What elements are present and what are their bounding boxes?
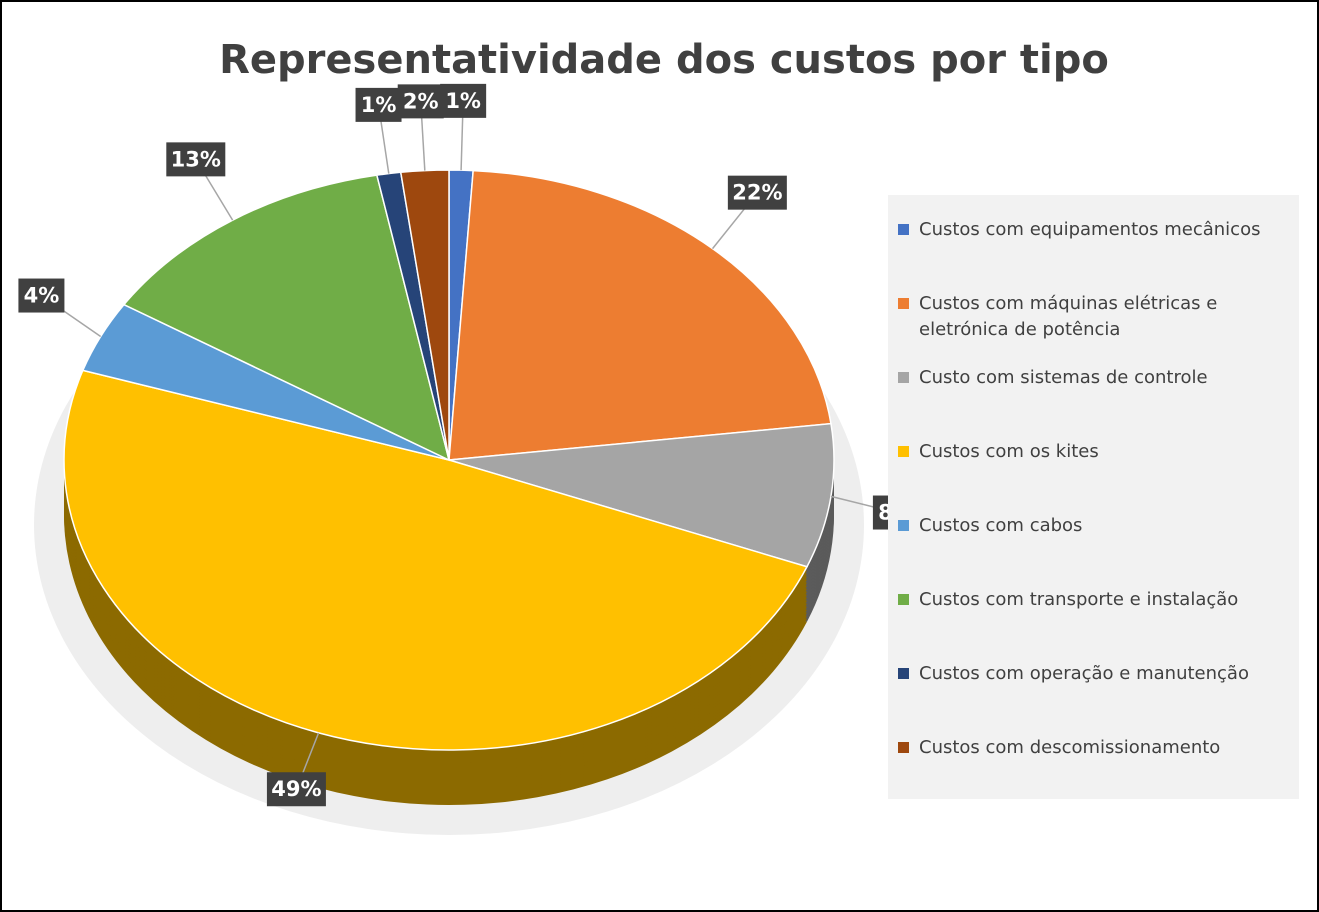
legend: Custos com equipamentos mecânicos Custos … xyxy=(888,195,1299,799)
legend-swatch xyxy=(898,520,909,531)
legend-label: Custos com descomissionamento xyxy=(919,737,1221,758)
legend-label: Custos com equipamentos mecânicos xyxy=(919,219,1261,240)
data-label: 2% xyxy=(403,89,439,113)
data-label: 4% xyxy=(24,284,60,308)
legend-item: Custos com equipamentos mecânicos xyxy=(898,217,1293,243)
data-label-box xyxy=(355,87,402,122)
legend-item: Custos com cabos xyxy=(898,513,1293,539)
slice xyxy=(448,169,832,461)
legend-swatch xyxy=(898,594,909,605)
data-label-box xyxy=(440,83,487,118)
data-label: 49% xyxy=(271,777,321,801)
legend-label: Custos com máquinas elétricas e eletróni… xyxy=(919,293,1218,340)
slice xyxy=(448,422,835,568)
legend-item: Custos com descomissionamento xyxy=(898,735,1293,761)
legend-swatch xyxy=(898,742,909,753)
legend-item: Custos com transporte e instalação xyxy=(898,587,1293,613)
data-label: 22% xyxy=(732,181,782,205)
legend-item: Custo com sistemas de controle xyxy=(898,365,1293,391)
legend-label: Custos com cabos xyxy=(919,515,1083,536)
legend-label: Custos com operação e manutenção xyxy=(919,663,1249,684)
data-label-box xyxy=(397,84,444,119)
legend-item: Custos com operação e manutenção xyxy=(898,661,1293,687)
chart-title: Representatividade dos custos por tipo xyxy=(219,37,1109,83)
legend-swatch xyxy=(898,668,909,679)
legend-swatch xyxy=(898,372,909,383)
legend-item: Custos com os kites xyxy=(898,439,1293,465)
slice xyxy=(63,369,809,751)
data-label-box xyxy=(166,142,226,177)
data-label-box xyxy=(18,278,65,313)
data-label: 1% xyxy=(361,93,397,117)
legend-swatch xyxy=(898,298,909,309)
data-label: 1% xyxy=(445,89,481,113)
legend-label: Custos com transporte e instalação xyxy=(919,589,1239,610)
data-label-box xyxy=(727,175,787,210)
legend-label: Custo com sistemas de controle xyxy=(919,367,1208,388)
legend-item: Custos com máquinas elétricas e eletróni… xyxy=(898,291,1293,343)
legend-label: Custos com os kites xyxy=(919,441,1099,462)
slice xyxy=(122,174,451,462)
data-label: 13% xyxy=(171,147,221,171)
legend-swatch xyxy=(898,446,909,457)
slice xyxy=(399,169,450,461)
data-label-box xyxy=(266,772,326,807)
legend-swatch xyxy=(898,224,909,235)
